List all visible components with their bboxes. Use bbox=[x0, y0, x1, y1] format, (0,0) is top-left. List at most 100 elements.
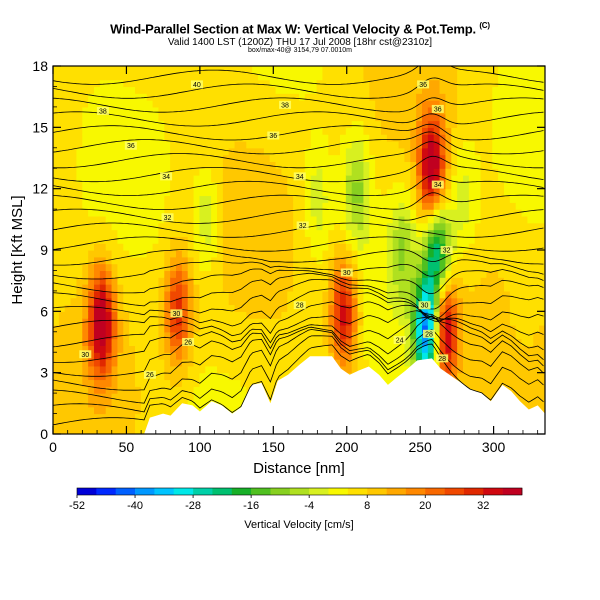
velocity-cell bbox=[193, 338, 201, 346]
velocity-cell bbox=[392, 79, 400, 88]
velocity-cell bbox=[293, 127, 300, 135]
velocity-cell bbox=[129, 399, 136, 408]
velocity-cell bbox=[474, 243, 482, 251]
velocity-cell bbox=[228, 113, 236, 122]
velocity-cell bbox=[410, 236, 417, 244]
velocity-cell bbox=[457, 161, 464, 169]
velocity-cell bbox=[275, 154, 283, 162]
velocity-cell bbox=[457, 79, 464, 88]
velocity-cell bbox=[498, 66, 505, 74]
velocity-cell bbox=[146, 79, 154, 88]
velocity-cell bbox=[99, 427, 107, 434]
velocity-cell bbox=[515, 100, 523, 108]
velocity-cell bbox=[492, 236, 499, 244]
velocity-cell bbox=[269, 175, 277, 183]
velocity-cell bbox=[99, 236, 107, 244]
isentrope-label-bg bbox=[161, 213, 174, 222]
velocity-cell bbox=[316, 284, 324, 292]
velocity-cell bbox=[199, 147, 206, 156]
velocity-cell bbox=[527, 372, 534, 381]
velocity-cell bbox=[193, 324, 201, 333]
velocity-cell bbox=[269, 331, 277, 340]
velocity-cell bbox=[88, 195, 95, 203]
velocity-cell bbox=[70, 66, 78, 74]
velocity-cell bbox=[386, 154, 394, 162]
velocity-cell bbox=[146, 202, 154, 210]
velocity-cell bbox=[53, 311, 60, 319]
velocity-cell bbox=[410, 359, 417, 367]
velocity-cell bbox=[176, 331, 183, 340]
velocity-cell bbox=[527, 222, 534, 231]
velocity-cell bbox=[539, 284, 545, 292]
velocity-cell bbox=[111, 427, 119, 434]
velocity-cell bbox=[240, 304, 247, 312]
velocity-cell bbox=[76, 413, 83, 421]
velocity-cell bbox=[117, 277, 124, 285]
velocity-cell bbox=[427, 93, 435, 101]
velocity-cell bbox=[492, 304, 499, 312]
velocity-cell bbox=[211, 79, 218, 88]
velocity-cell bbox=[422, 324, 429, 333]
velocity-cell bbox=[246, 140, 253, 149]
velocity-cell bbox=[334, 181, 341, 190]
velocity-cell bbox=[334, 209, 341, 217]
velocity-cell bbox=[369, 195, 376, 203]
velocity-cell bbox=[363, 324, 370, 333]
velocity-cell bbox=[135, 243, 142, 251]
velocity-cell bbox=[170, 365, 177, 374]
velocity-cell bbox=[457, 209, 464, 217]
velocity-cell bbox=[82, 168, 89, 176]
velocity-cell bbox=[398, 113, 406, 122]
velocity-cell bbox=[252, 352, 259, 360]
velocity-cell bbox=[94, 202, 101, 210]
velocity-cell bbox=[328, 215, 335, 224]
velocity-cell bbox=[82, 175, 89, 183]
velocity-cell bbox=[111, 168, 119, 176]
velocity-cell bbox=[240, 263, 247, 272]
velocity-cell bbox=[135, 134, 142, 142]
velocity-cell bbox=[492, 93, 499, 101]
velocity-cell bbox=[369, 202, 376, 210]
velocity-cell bbox=[433, 93, 441, 101]
velocity-cell bbox=[193, 140, 201, 149]
velocity-cell bbox=[53, 168, 60, 176]
velocity-cell bbox=[64, 229, 72, 237]
velocity-cell bbox=[427, 168, 435, 176]
velocity-cell bbox=[246, 256, 253, 265]
velocity-cell bbox=[392, 359, 400, 367]
velocity-cell bbox=[445, 222, 452, 231]
velocity-cell bbox=[146, 324, 154, 333]
velocity-cell bbox=[64, 379, 72, 387]
velocity-cell bbox=[234, 324, 242, 333]
velocity-cell bbox=[99, 113, 107, 122]
velocity-cell bbox=[509, 297, 517, 306]
velocity-cell bbox=[504, 127, 511, 135]
velocity-cell bbox=[287, 229, 294, 237]
velocity-cell bbox=[263, 263, 271, 272]
velocity-cell bbox=[158, 406, 165, 415]
velocity-cell bbox=[316, 134, 324, 142]
velocity-cell bbox=[164, 284, 171, 292]
velocity-cell bbox=[94, 154, 101, 162]
velocity-cell bbox=[152, 168, 160, 176]
velocity-cell bbox=[480, 263, 488, 272]
velocity-cell bbox=[427, 66, 435, 74]
velocity-cell bbox=[310, 72, 318, 81]
velocity-cell bbox=[521, 140, 529, 149]
velocity-cell bbox=[416, 277, 423, 285]
velocity-cell bbox=[340, 243, 347, 251]
velocity-cell bbox=[263, 222, 271, 231]
velocity-cell bbox=[170, 147, 177, 156]
velocity-cell bbox=[269, 277, 277, 285]
velocity-cell bbox=[304, 250, 312, 258]
velocity-cell bbox=[111, 113, 119, 122]
velocity-cell bbox=[345, 79, 353, 88]
velocity-cell bbox=[258, 222, 265, 231]
velocity-cell bbox=[363, 93, 370, 101]
velocity-cell bbox=[287, 66, 294, 74]
velocity-cell bbox=[451, 304, 458, 312]
velocity-cell bbox=[504, 290, 511, 299]
velocity-cell bbox=[398, 318, 406, 326]
velocity-cell bbox=[310, 154, 318, 162]
velocity-cell bbox=[439, 79, 447, 88]
